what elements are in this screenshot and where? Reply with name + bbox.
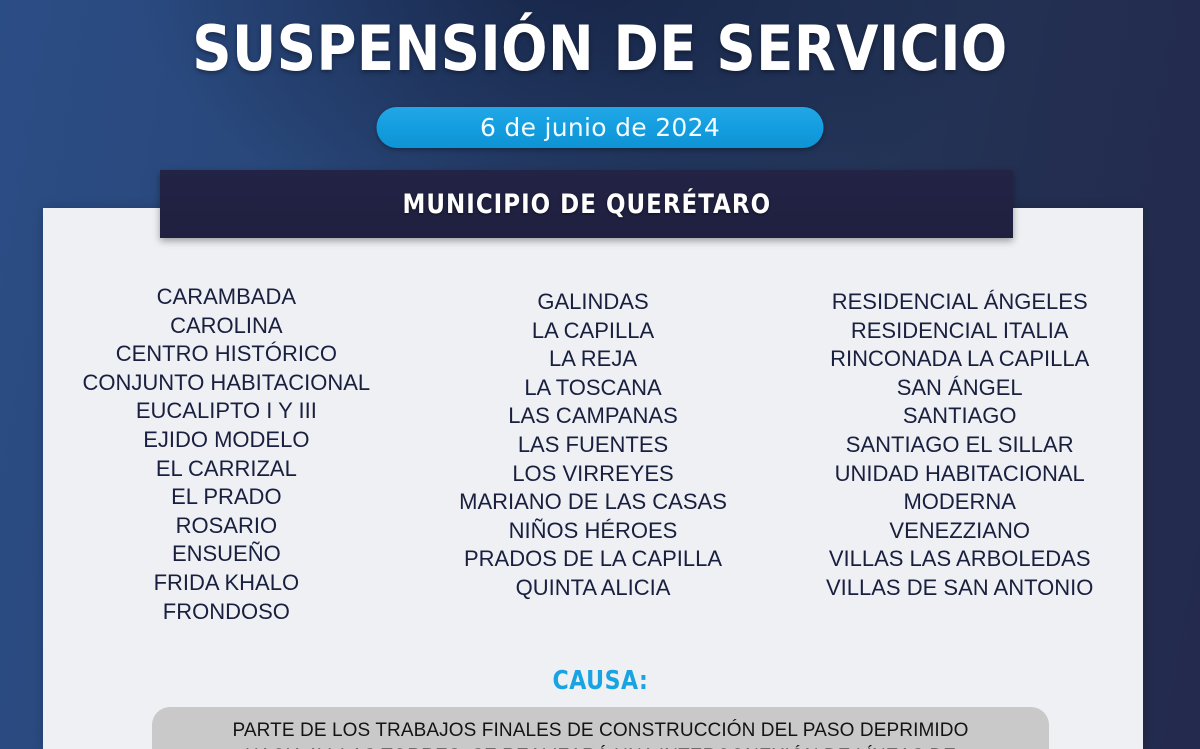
colony-item: VENEZZIANO (889, 517, 1030, 543)
colony-item: LA CAPILLA (531, 317, 655, 343)
colony-item: MARIANO DE LAS CASAS (459, 489, 727, 515)
municipality-label: MUNICIPIO DE QUERÉTARO (402, 188, 771, 220)
colony-item: ROSARIO (175, 512, 278, 538)
page-title: SUSPENSIÓN DE SERVICIO (192, 12, 1008, 85)
colony-item: CENTRO HISTÓRICO (115, 341, 337, 367)
municipality-banner: MUNICIPIO DE QUERÉTARO (160, 170, 1013, 238)
causa-text-box: PARTE DE LOS TRABAJOS FINALES DE CONSTRU… (152, 707, 1049, 749)
colony-item: CARAMBADA (156, 284, 297, 309)
colony-column-3: RESIDENCIAL ÁNGELES RESIDENCIAL ITALIA RIN… (776, 288, 1143, 603)
colony-item: LOS VIRREYES (512, 460, 674, 486)
colony-item: EL CARRIZAL (155, 455, 297, 481)
colony-item: LA REJA (548, 346, 638, 372)
causa-heading-label: CAUSA: (552, 666, 648, 696)
colony-item: GALINDAS (537, 289, 649, 314)
causa-line-2: HACIA AV. LAS TORRES, SE REALIZARÁ UNA I… (152, 744, 1049, 749)
colony-item: MODERNA (903, 489, 1016, 515)
content-card (43, 208, 1143, 749)
colony-list-1: CARAMBADA CAROLINA CENTRO HISTÓRICO CONJUNT… (43, 283, 410, 626)
colony-item: EL PRADO (171, 484, 282, 510)
date-label: 6 de junio de 2024 (479, 113, 721, 142)
colony-columns: CARAMBADA CAROLINA CENTRO HISTÓRICO CONJUNT… (43, 284, 1143, 626)
colony-item: VILLAS LAS ARBOLEDAS (828, 546, 1091, 572)
colony-item: RESIDENCIAL ÁNGELES (831, 289, 1088, 314)
colony-item: LAS FUENTES (517, 431, 669, 457)
colony-item: ENSUEÑO (171, 541, 281, 567)
colony-item: SANTIAGO EL SILLAR (845, 431, 1074, 457)
causa-line-1: PARTE DE LOS TRABAJOS FINALES DE CONSTRU… (232, 720, 969, 741)
colony-item: FRIDA KHALO (153, 569, 300, 595)
colony-item: QUINTA ALICIA (515, 574, 671, 600)
colony-item: SANTIAGO (902, 403, 1017, 429)
colony-item: RESIDENCIAL ITALIA (850, 317, 1069, 343)
colony-column-1: CARAMBADA CAROLINA CENTRO HISTÓRICO CONJUNT… (43, 283, 410, 626)
colony-item: EUCALIPTO I Y III (135, 398, 317, 424)
colony-item: UNIDAD HABITACIONAL (834, 460, 1085, 486)
colony-item: NIÑOS HÉROES (508, 517, 678, 543)
colony-item: CONJUNTO HABITACIONAL (82, 369, 371, 395)
colony-item: RINCONADA LA CAPILLA (830, 346, 1090, 372)
date-badge: 6 de junio de 2024 (376, 107, 824, 148)
colony-list-3: RESIDENCIAL ÁNGELES RESIDENCIAL ITALIA RIN… (776, 288, 1143, 603)
colony-item: SAN ÁNGEL (896, 374, 1023, 400)
colony-item: PRADOS DE LA CAPILLA (464, 546, 722, 572)
colony-item: LA TOSCANA (524, 374, 662, 400)
colony-item: FRONDOSO (162, 598, 290, 624)
colony-item: CAROLINA (170, 312, 283, 338)
causa-heading: CAUSA: (0, 666, 1200, 696)
colony-list-2: GALINDAS LA CAPILLA LA REJA LA TOSCANA LAS C… (410, 288, 777, 603)
colony-item: EJIDO MODELO (143, 426, 310, 452)
colony-item: LAS CAMPANAS (508, 403, 678, 429)
colony-item: VILLAS DE SAN ANTONIO (826, 574, 1094, 600)
colony-column-2: GALINDAS LA CAPILLA LA REJA LA TOSCANA LAS C… (410, 288, 777, 603)
